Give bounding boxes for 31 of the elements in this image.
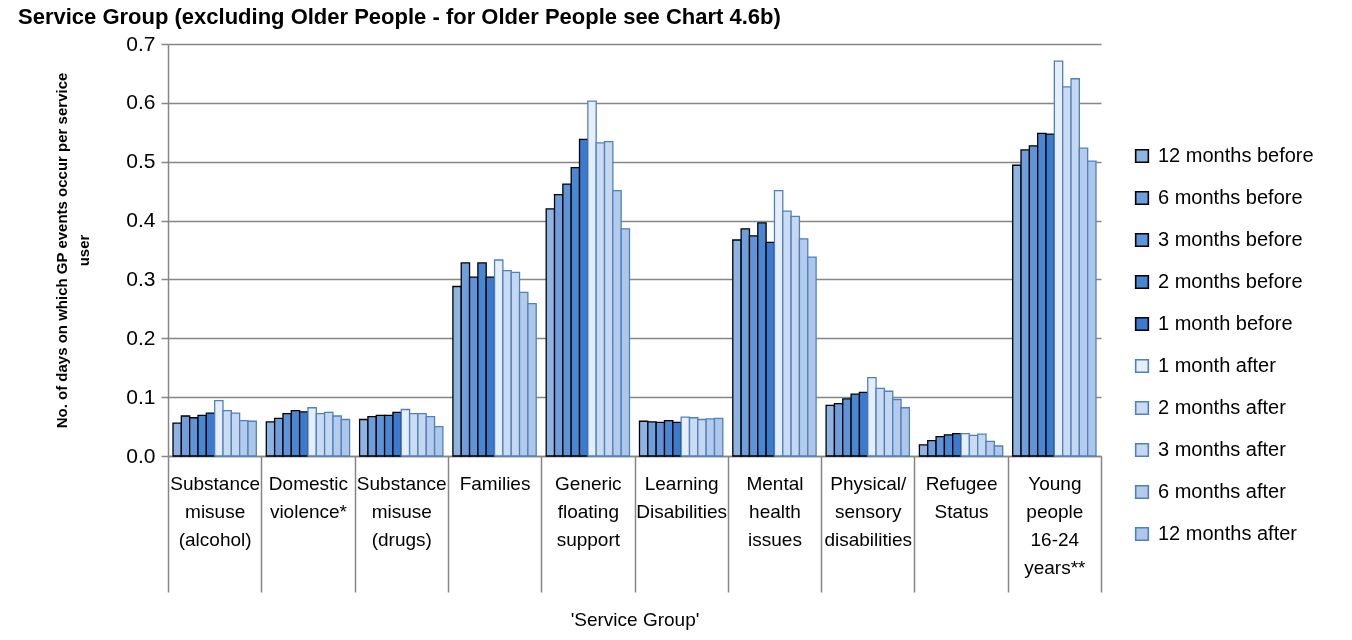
y-axis-title: No. of days on which GP events occur per service user (53, 72, 93, 429)
x-axis-title: 'Service Group' (570, 609, 700, 631)
y-tick-label: 0.3 (126, 266, 156, 290)
x-tick-label: Domestic violence* (268, 472, 349, 522)
y-tick-label: 0.2 (126, 325, 156, 349)
y-tick-label: 0.5 (126, 149, 156, 173)
legend-label: 6 months after (1158, 480, 1287, 502)
y-tick-label: 0.7 (126, 31, 156, 55)
y-tick-label: 0.0 (126, 443, 156, 467)
x-tick-label: Families (459, 472, 531, 494)
chart-title: Service Group (excluding Older People - for Older People see Chart 4.6b) (18, 4, 781, 29)
x-tick-label: Learning Disabilities (636, 472, 728, 522)
x-tick-label: Refugee Status (925, 472, 998, 522)
legend-label: 12 months after (1158, 522, 1298, 544)
legend-label: 2 months after (1158, 396, 1287, 418)
legend-label: 1 month after (1158, 354, 1277, 376)
x-tick-label: Physical/ sensory disabilities (824, 472, 913, 550)
x-tick-label: Generic floating support (555, 472, 622, 550)
x-tick-label: Substance misuse (drugs) (356, 472, 447, 550)
legend-label: 3 months after (1158, 438, 1287, 460)
legend-label: 1 month before (1158, 312, 1293, 334)
x-tick-label: Young people 16-24 years** (1024, 472, 1087, 578)
y-tick-label: 0.1 (126, 384, 156, 408)
legend-label: 3 months before (1158, 228, 1303, 250)
y-tick-label: 0.6 (126, 90, 156, 114)
x-tick-label: Mental health issues (746, 472, 804, 550)
legend-label: 6 months before (1158, 186, 1303, 208)
legend-label: 2 months before (1158, 270, 1303, 292)
y-tick-label: 0.4 (126, 208, 156, 232)
legend-label: 12 months before (1158, 144, 1314, 166)
x-tick-label: Substance misuse (alcohol) (170, 472, 261, 550)
